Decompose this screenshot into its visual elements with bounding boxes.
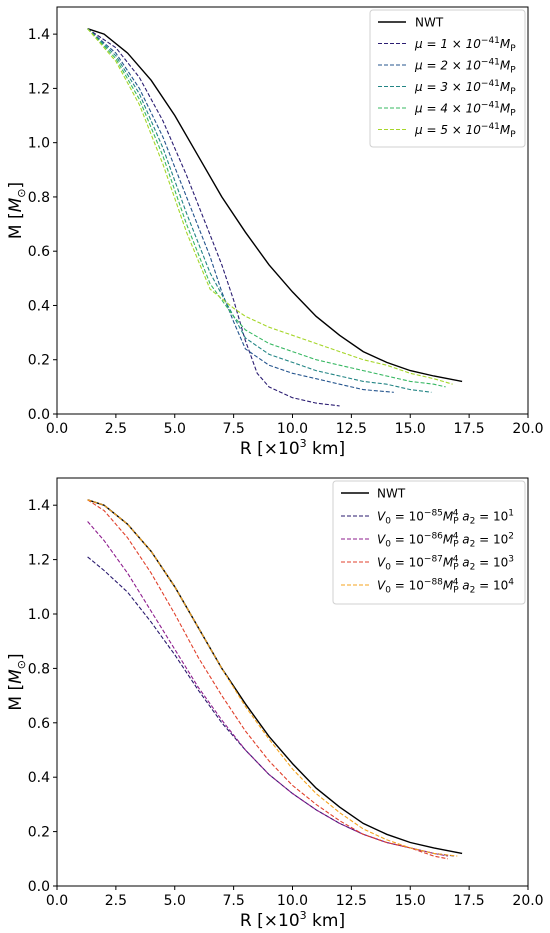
x-tick-label: 17.5: [454, 893, 485, 909]
y-tick-label: 0.6: [28, 716, 50, 732]
legend-label: μ = 1 × 10−41MP: [414, 36, 516, 54]
legend-label: NWT: [377, 487, 406, 501]
legend-label: μ = 5 × 10−41MP: [414, 122, 516, 140]
series-line-nwt: [87, 499, 463, 855]
x-tick-label: 20.0: [512, 421, 543, 437]
legend-label: V0 = 10−86MP4 a2 = 102: [377, 532, 514, 550]
y-axis-label: M [M⊙]: [6, 653, 28, 710]
x-tick-label: 2.5: [105, 893, 127, 909]
x-tick-label: 12.5: [336, 893, 367, 909]
series-line-1: [87, 28, 340, 407]
series-line-3: [87, 499, 449, 860]
chart-panel-2: 0.0 2.5 5.0 7.5 10.0 12.5 15.0 17.5 20.0 0.0 0.2 0.…: [6, 477, 544, 931]
legend-label: μ = 4 × 10−41MP: [414, 101, 516, 119]
x-tick-label: 5.0: [164, 893, 186, 909]
y-tick-label: 0.6: [28, 244, 50, 260]
series-line-5: [87, 28, 453, 385]
x-tick-label: 17.5: [454, 421, 485, 437]
legend-label: μ = 3 × 10−41MP: [414, 79, 516, 97]
series-line-2: [87, 28, 394, 393]
x-tick-label: 2.5: [105, 421, 127, 437]
y-tick-label: 1.0: [28, 136, 50, 152]
x-tick-label: 12.5: [336, 421, 367, 437]
y-tick-label: 0.8: [28, 190, 50, 206]
y-tick-label: 1.2: [28, 81, 50, 97]
legend-box: [332, 480, 526, 605]
series-line-2: [87, 521, 449, 857]
y-tick-label: 0.2: [28, 825, 50, 841]
chart-panel-1: 0.0 2.5 5.0 7.5 10.0 12.5 15.0 17.5 20.0 0.0 0.2 0.…: [6, 6, 544, 459]
x-tick-label: 0.0: [46, 893, 68, 909]
x-tick-label: 5.0: [164, 421, 186, 437]
legend-label: NWT: [415, 16, 444, 30]
y-tick-label: 0.4: [28, 298, 50, 314]
x-tick-label: 10.0: [277, 893, 308, 909]
x-tick-label: 15.0: [395, 421, 426, 437]
y-tick-label: 0.8: [28, 661, 50, 677]
series-line-nwt: [87, 28, 463, 383]
legend-label: μ = 2 × 10−41MP: [414, 58, 516, 76]
x-tick-label: 15.0: [395, 893, 426, 909]
y-tick-label: 0.0: [28, 879, 50, 895]
series-line-3: [87, 28, 432, 393]
x-axis-label: R [×103 km]: [240, 909, 345, 931]
y-tick-label: 1.2: [28, 553, 50, 569]
y-tick-label: 1.4: [28, 498, 50, 514]
legend-label: V0 = 10−85MP4 a2 = 101: [377, 509, 514, 527]
y-tick-label: 1.0: [28, 607, 50, 623]
x-tick-label: 10.0: [277, 421, 308, 437]
legend-label: V0 = 10−88MP4 a2 = 104: [377, 578, 514, 596]
y-tick-label: 0.0: [28, 407, 50, 423]
x-tick-label: 0.0: [46, 421, 68, 437]
x-tick-label: 20.0: [512, 893, 543, 909]
y-tick-label: 0.4: [28, 770, 50, 786]
series-line-4: [87, 499, 458, 857]
series-line-4: [87, 28, 446, 388]
x-tick-label: 7.5: [222, 421, 244, 437]
legend: NWT V0 = 10−85MP4 a2 = 101 V0 = 10−86MP4 a…: [332, 480, 526, 605]
legend-box: [369, 9, 526, 148]
x-tick-label: 7.5: [222, 893, 244, 909]
legend-label: V0 = 10−87MP4 a2 = 103: [377, 555, 514, 573]
y-tick-label: 1.4: [28, 27, 50, 43]
y-axis-label: M [M⊙]: [6, 182, 28, 239]
legend: NWT μ = 1 × 10−41MP μ = 2 × 10−41MP μ = 3 ×…: [369, 9, 526, 148]
y-tick-label: 0.2: [28, 353, 50, 369]
x-axis-label: R [×103 km]: [240, 437, 345, 459]
